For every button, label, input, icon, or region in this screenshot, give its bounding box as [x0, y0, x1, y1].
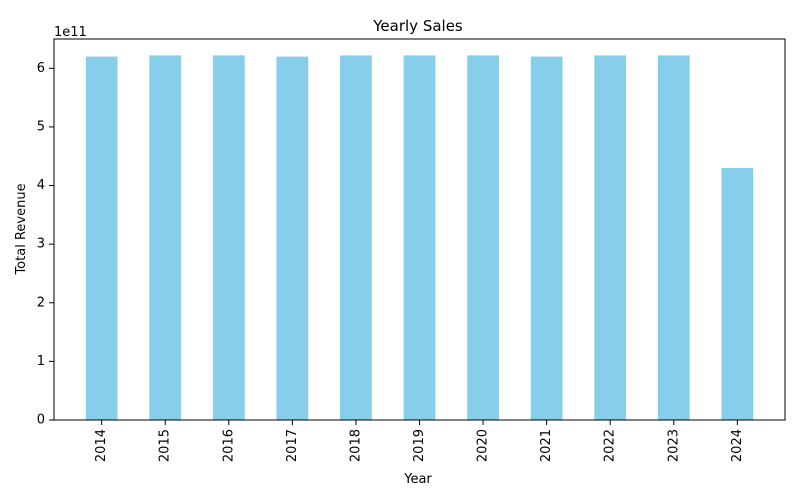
- y-axis-title: Total Revenue: [14, 183, 29, 275]
- ticks-group: 2014 2015 2016 2017 2018 2019 2020 2021 2022 2023…: [37, 61, 745, 462]
- bar-2024: [721, 167, 754, 420]
- x-tick-label: 2017: [285, 429, 300, 462]
- bar-2020: [467, 55, 499, 421]
- x-axis-title: Year: [403, 472, 432, 487]
- x-tick-label: 2018: [348, 429, 363, 462]
- x-tick-label: 2023: [666, 429, 681, 462]
- x-tick-label: 2020: [476, 429, 491, 462]
- chart-title: Yearly Sales: [372, 17, 463, 35]
- x-tick-label: 2015: [158, 429, 173, 462]
- bar-2015: [149, 55, 182, 421]
- y-tick-label: 0: [37, 413, 45, 428]
- bar-2016: [212, 55, 245, 421]
- y-axis-scale-label: 1e11: [54, 25, 87, 40]
- bars-group: [85, 55, 754, 421]
- y-tick-label: 1: [37, 354, 45, 369]
- y-tick-label: 5: [37, 119, 45, 134]
- x-tick-label: 2016: [221, 429, 236, 462]
- x-tick-label: 2021: [539, 429, 554, 462]
- bar-2021: [530, 56, 563, 420]
- x-tick-label: 2019: [412, 429, 427, 462]
- x-tick-label: 2022: [603, 429, 618, 462]
- bar-2014: [85, 56, 118, 420]
- bar-2019: [403, 55, 436, 421]
- y-tick-label: 3: [37, 237, 45, 252]
- x-tick-label: 2024: [730, 429, 745, 462]
- bar-2018: [340, 55, 372, 421]
- y-tick-label: 2: [37, 295, 45, 310]
- bar-2023: [657, 55, 690, 421]
- bar-2022: [594, 55, 627, 421]
- y-tick-label: 6: [37, 61, 45, 76]
- x-tick-label: 2014: [94, 429, 109, 462]
- y-tick-label: 4: [37, 178, 45, 193]
- plot-frame: [53, 38, 786, 421]
- bar-2017: [276, 56, 309, 420]
